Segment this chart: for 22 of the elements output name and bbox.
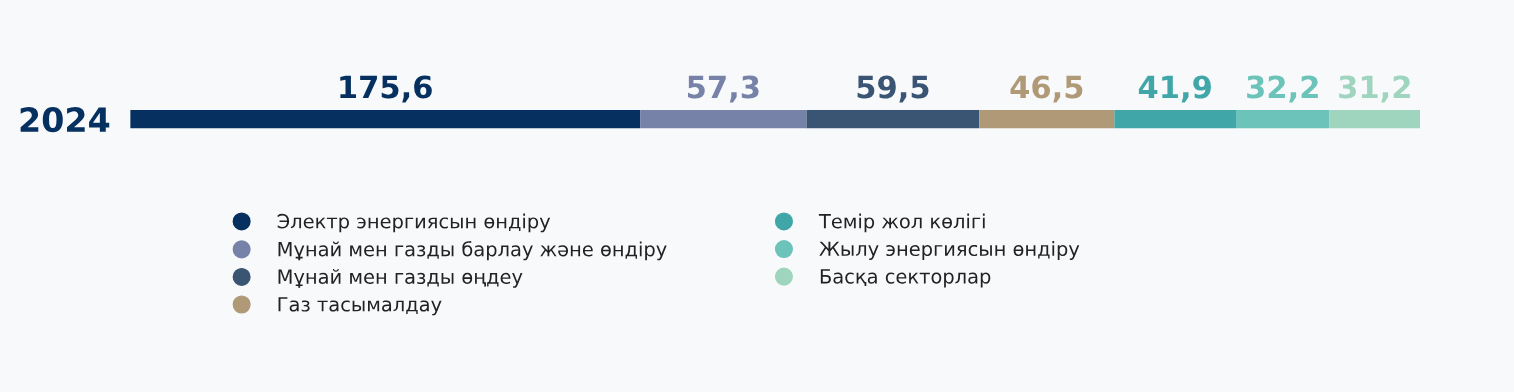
legend-label: Мұнай мен газды барлау және өндіру (278, 241, 667, 261)
bar (640, 110, 807, 129)
data-label: 175,6 (340, 75, 432, 103)
bar (1236, 110, 1330, 129)
bar (130, 110, 641, 129)
legend-label: Жылу энергиясын өндіру (819, 241, 1080, 260)
bar (979, 110, 1115, 129)
data-label: 32,2 (1247, 75, 1318, 103)
legend-label: Мұнай мен газды өңдеу (278, 269, 523, 288)
legend-label: Газ тасымалдау (278, 297, 442, 316)
legend-label: Басқа секторлар (820, 269, 991, 288)
bar (806, 110, 980, 129)
data-label: 31,2 (1339, 75, 1410, 103)
data-label: 59,5 (857, 75, 929, 103)
data-label: 41,9 (1138, 75, 1211, 103)
legend-label: Электр энергиясын өндіру (277, 213, 551, 233)
bar (1329, 110, 1421, 129)
legend-label: Темір жол көлігі (818, 213, 985, 233)
data-label: 57,3 (688, 75, 759, 103)
bar (1114, 110, 1237, 129)
y-tick-label: 2024 (20, 107, 110, 133)
data-label: 46,5 (1010, 75, 1083, 103)
